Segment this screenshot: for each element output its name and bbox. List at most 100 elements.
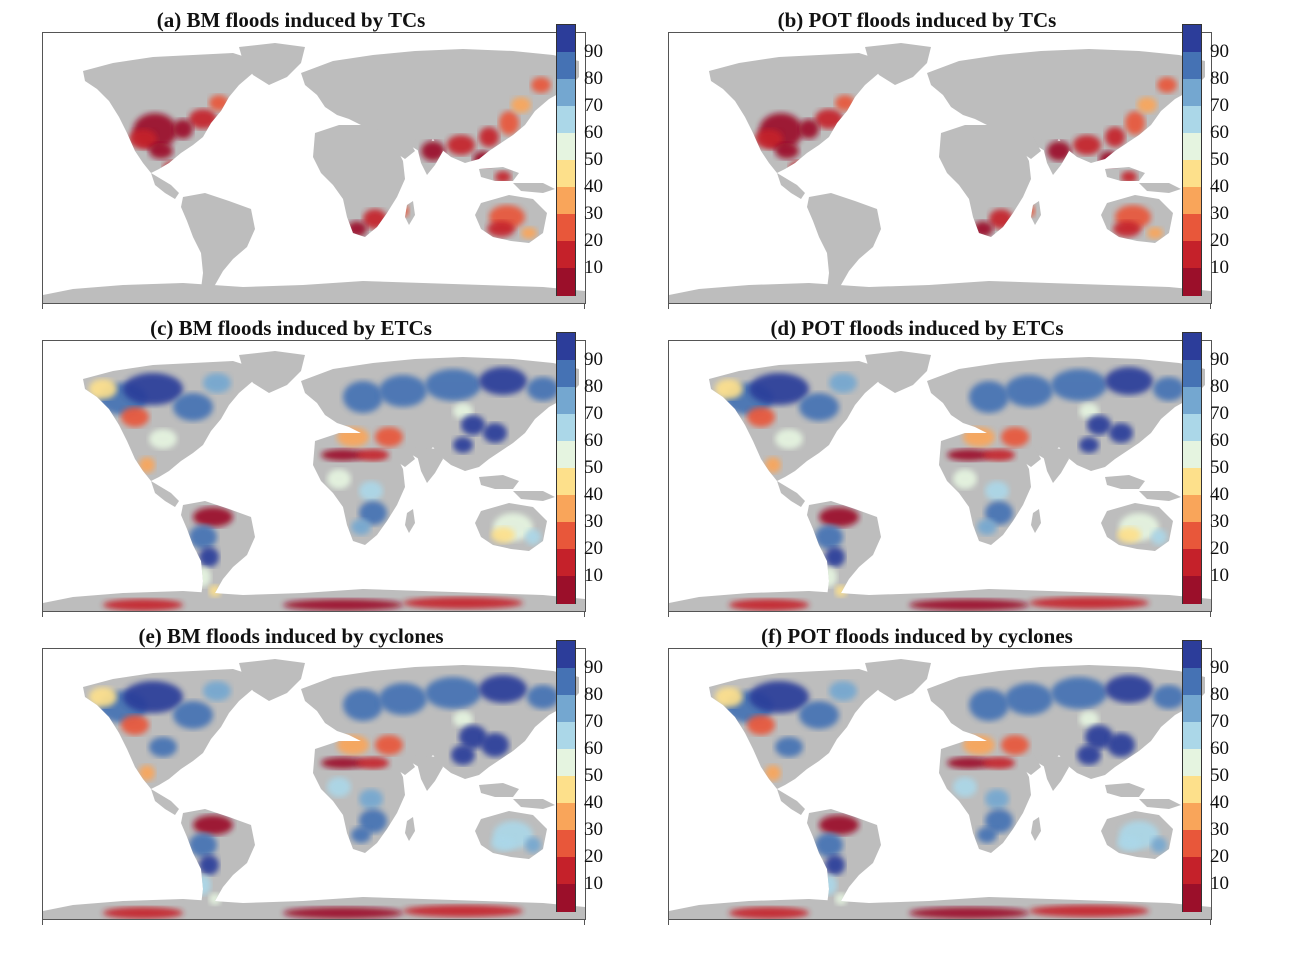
- panel-title: (f) POT floods induced by cyclones: [761, 624, 1073, 648]
- colorbar-tick-label: 70: [1210, 711, 1229, 732]
- flood-blob: [789, 161, 809, 177]
- flood-blob: [765, 457, 781, 473]
- flood-blob: [129, 129, 157, 149]
- land-madagascar: [405, 201, 415, 225]
- colorbar-tick-label: 10: [584, 873, 603, 894]
- flood-blob: [121, 407, 149, 427]
- map-frame: [42, 340, 586, 612]
- flood-blob: [1099, 151, 1119, 167]
- flood-blob: [821, 567, 837, 587]
- colorbar-segment: [557, 495, 575, 523]
- flood-blob: [149, 429, 177, 449]
- colorbar-tick-label: 10: [1210, 565, 1229, 586]
- land-arabia: [385, 133, 415, 159]
- colorbar-tick-label: 40: [1210, 176, 1229, 197]
- colorbar-tick-label: 70: [584, 711, 603, 732]
- colorbar-segment: [557, 133, 575, 161]
- flood-blob: [421, 141, 445, 161]
- colorbar-tick-label: 40: [1210, 792, 1229, 813]
- land-greenland: [865, 659, 931, 701]
- land-arabia: [1011, 749, 1041, 775]
- land-central-america: [777, 789, 805, 815]
- flood-blob: [799, 393, 839, 421]
- flood-blob: [521, 227, 537, 239]
- colorbar-segment: [557, 106, 575, 134]
- flood-blob: [1005, 375, 1053, 407]
- flood-blob: [1001, 427, 1029, 447]
- colorbar-tick-label: 90: [1210, 349, 1229, 370]
- flood-blob: [453, 403, 473, 419]
- flood-blob: [1073, 135, 1101, 155]
- colorbar-segment: [557, 333, 575, 361]
- colorbar-tick-label: 40: [584, 792, 603, 813]
- colorbar-segment: [557, 360, 575, 388]
- flood-blob: [359, 809, 387, 833]
- flood-blob: [327, 469, 351, 489]
- colorbar-segment: [557, 776, 575, 804]
- panel-e: (e) BM floods induced by cyclones 90 80 70…: [0, 624, 620, 932]
- flood-blob: [1085, 725, 1113, 749]
- flood-blob: [403, 597, 523, 609]
- land-north-america: [709, 53, 884, 173]
- world-map: [43, 659, 585, 919]
- colorbar-tick-label: 60: [1210, 430, 1229, 451]
- land-madagascar: [1031, 509, 1041, 533]
- axis-tick: [1210, 303, 1211, 309]
- colorbar-tick-label: 90: [584, 41, 603, 62]
- flood-blob: [815, 833, 843, 857]
- flood-blob: [1121, 171, 1137, 183]
- colorbar-segment: [1183, 333, 1201, 361]
- land-central-america: [777, 173, 805, 199]
- flood-blob: [209, 893, 221, 905]
- flood-blob: [203, 373, 231, 393]
- flood-blob: [283, 599, 403, 611]
- land-greenland: [865, 43, 931, 85]
- land-india: [415, 447, 443, 483]
- flood-blob: [715, 379, 743, 399]
- flood-blob: [103, 907, 183, 919]
- land-antarctica: [669, 281, 1211, 303]
- colorbar-segment: [557, 830, 575, 858]
- flood-blob: [815, 525, 843, 549]
- flood-blob: [729, 907, 809, 919]
- land-central-america: [151, 481, 179, 507]
- flood-blob: [495, 171, 511, 183]
- colorbar-segment: [1183, 214, 1201, 242]
- panel-title: (c) BM floods induced by ETCs: [150, 316, 432, 340]
- panel-title: (e) BM floods induced by cyclones: [138, 624, 444, 648]
- flood-blob: [765, 765, 781, 781]
- flood-blob: [799, 119, 819, 139]
- flood-blob: [1157, 77, 1177, 93]
- colorbar-segment: [1183, 187, 1201, 215]
- colorbar-segment: [1183, 387, 1201, 415]
- colorbar-tick-label: 10: [584, 257, 603, 278]
- flood-blob: [149, 737, 177, 757]
- flood-blob: [453, 711, 473, 727]
- colorbar-segment: [557, 857, 575, 885]
- map-frame: [668, 340, 1212, 612]
- flood-blob: [1087, 415, 1111, 435]
- colorbar-tick-label: 10: [1210, 873, 1229, 894]
- colorbar-segment: [1183, 495, 1201, 523]
- colorbar-segment: [557, 187, 575, 215]
- colorbar-tick-label: 90: [584, 349, 603, 370]
- flood-blob: [359, 501, 387, 525]
- flood-blob: [321, 757, 365, 769]
- colorbar-segment: [1183, 695, 1201, 723]
- colorbar-segment: [557, 25, 575, 53]
- axis-tick: [42, 919, 43, 925]
- colorbar-segment: [1183, 668, 1201, 696]
- axis-tick: [668, 919, 669, 925]
- flood-blob: [1079, 403, 1099, 419]
- colorbar-tick-label: 20: [584, 230, 603, 251]
- flood-blob: [379, 683, 427, 715]
- flood-blob: [209, 585, 221, 597]
- colorbar-segment: [1183, 79, 1201, 107]
- world-map: [669, 43, 1211, 303]
- flood-blob: [347, 221, 367, 237]
- flood-blob: [283, 907, 403, 919]
- land-se-asia-islands: [479, 475, 555, 501]
- flood-blob: [425, 369, 481, 401]
- flood-blob: [199, 547, 219, 567]
- panel-title: (d) POT floods induced by ETCs: [770, 316, 1064, 340]
